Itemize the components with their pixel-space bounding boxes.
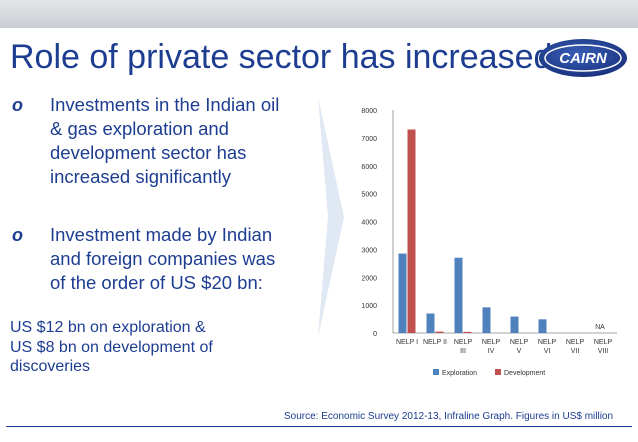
y-tick-label: 0 — [373, 331, 377, 338]
bullet-line: development sector has — [50, 142, 247, 163]
bar-exploration — [454, 257, 463, 333]
legend-swatch-development — [495, 369, 501, 375]
x-tick-label: NELP — [510, 339, 529, 346]
na-annotation: NA — [595, 324, 605, 331]
bullet-item: o Investment made by Indian and foreign … — [8, 223, 308, 295]
x-tick-label: NELP II — [423, 339, 447, 346]
chevron-arrow-icon — [318, 97, 344, 337]
bar-exploration — [398, 253, 407, 333]
x-tick-label: NELP — [566, 339, 585, 346]
cairn-logo: CAIRN — [539, 39, 627, 77]
legend-swatch-exploration — [433, 369, 439, 375]
legend-label: Development — [504, 370, 545, 377]
bullet-line: & gas exploration and — [50, 118, 229, 139]
footer-divider — [6, 426, 632, 427]
x-tick-label: V — [517, 348, 522, 355]
x-tick-label: VIII — [598, 348, 609, 355]
y-tick-label: 6000 — [361, 164, 377, 171]
bullet-item: o Investments in the Indian oil & gas ex… — [8, 93, 308, 189]
bullet-mark: o — [12, 225, 23, 245]
x-tick-label: NELP I — [396, 339, 418, 346]
x-tick-label: III — [460, 348, 466, 355]
legend-label: Exploration — [442, 370, 477, 377]
bar-exploration — [482, 307, 491, 333]
x-tick-label: NELP — [482, 339, 501, 346]
investment-bar-chart: 0 1000 2000 3000 4000 5000 6000 7000 8000 NELP I N… — [361, 108, 617, 377]
x-tick-label: NELP — [454, 339, 473, 346]
summary-line: discoveries — [10, 358, 91, 375]
summary-line: US $8 bn on development of — [10, 338, 213, 356]
x-tick-label: VII — [571, 348, 580, 355]
bar-exploration — [510, 316, 519, 333]
y-tick-label: 4000 — [361, 220, 377, 227]
summary-text: US $12 bn on exploration & US $8 bn on d… — [10, 318, 310, 377]
x-tick-label: IV — [488, 348, 495, 355]
bullet-line: increased significantly — [50, 166, 231, 187]
bullet-list: o Investments in the Indian oil & gas ex… — [8, 93, 308, 329]
y-tick-label: 5000 — [361, 192, 377, 199]
slide-title: Role of private sector has increased — [10, 38, 553, 76]
y-tick-label: 3000 — [361, 247, 377, 254]
y-tick-label: 2000 — [361, 275, 377, 282]
bullet-mark: o — [12, 95, 23, 115]
top-banner — [0, 0, 638, 28]
y-tick-label: 7000 — [361, 136, 377, 143]
bar-exploration — [538, 319, 547, 333]
bullet-line: and foreign companies was — [50, 248, 276, 269]
logo-wordmark: CAIRN — [559, 50, 608, 67]
bar-exploration — [426, 313, 435, 333]
bar-development — [435, 331, 444, 333]
source-note: Source: Economic Survey 2012-13, Infrali… — [284, 411, 614, 422]
bullet-line: Investments in the Indian oil — [50, 94, 280, 115]
x-tick-label: NELP — [538, 339, 557, 346]
bar-development — [407, 129, 416, 333]
bullet-line: of the order of US $20 bn: — [50, 272, 263, 293]
bullet-line: Investment made by Indian — [50, 224, 273, 245]
y-tick-label: 8000 — [361, 108, 377, 115]
y-tick-label: 1000 — [361, 303, 377, 310]
x-tick-label: VI — [544, 348, 551, 355]
bar-development — [463, 331, 472, 333]
x-tick-label: NELP — [594, 339, 613, 346]
summary-line: US $12 bn on exploration & — [10, 319, 206, 336]
